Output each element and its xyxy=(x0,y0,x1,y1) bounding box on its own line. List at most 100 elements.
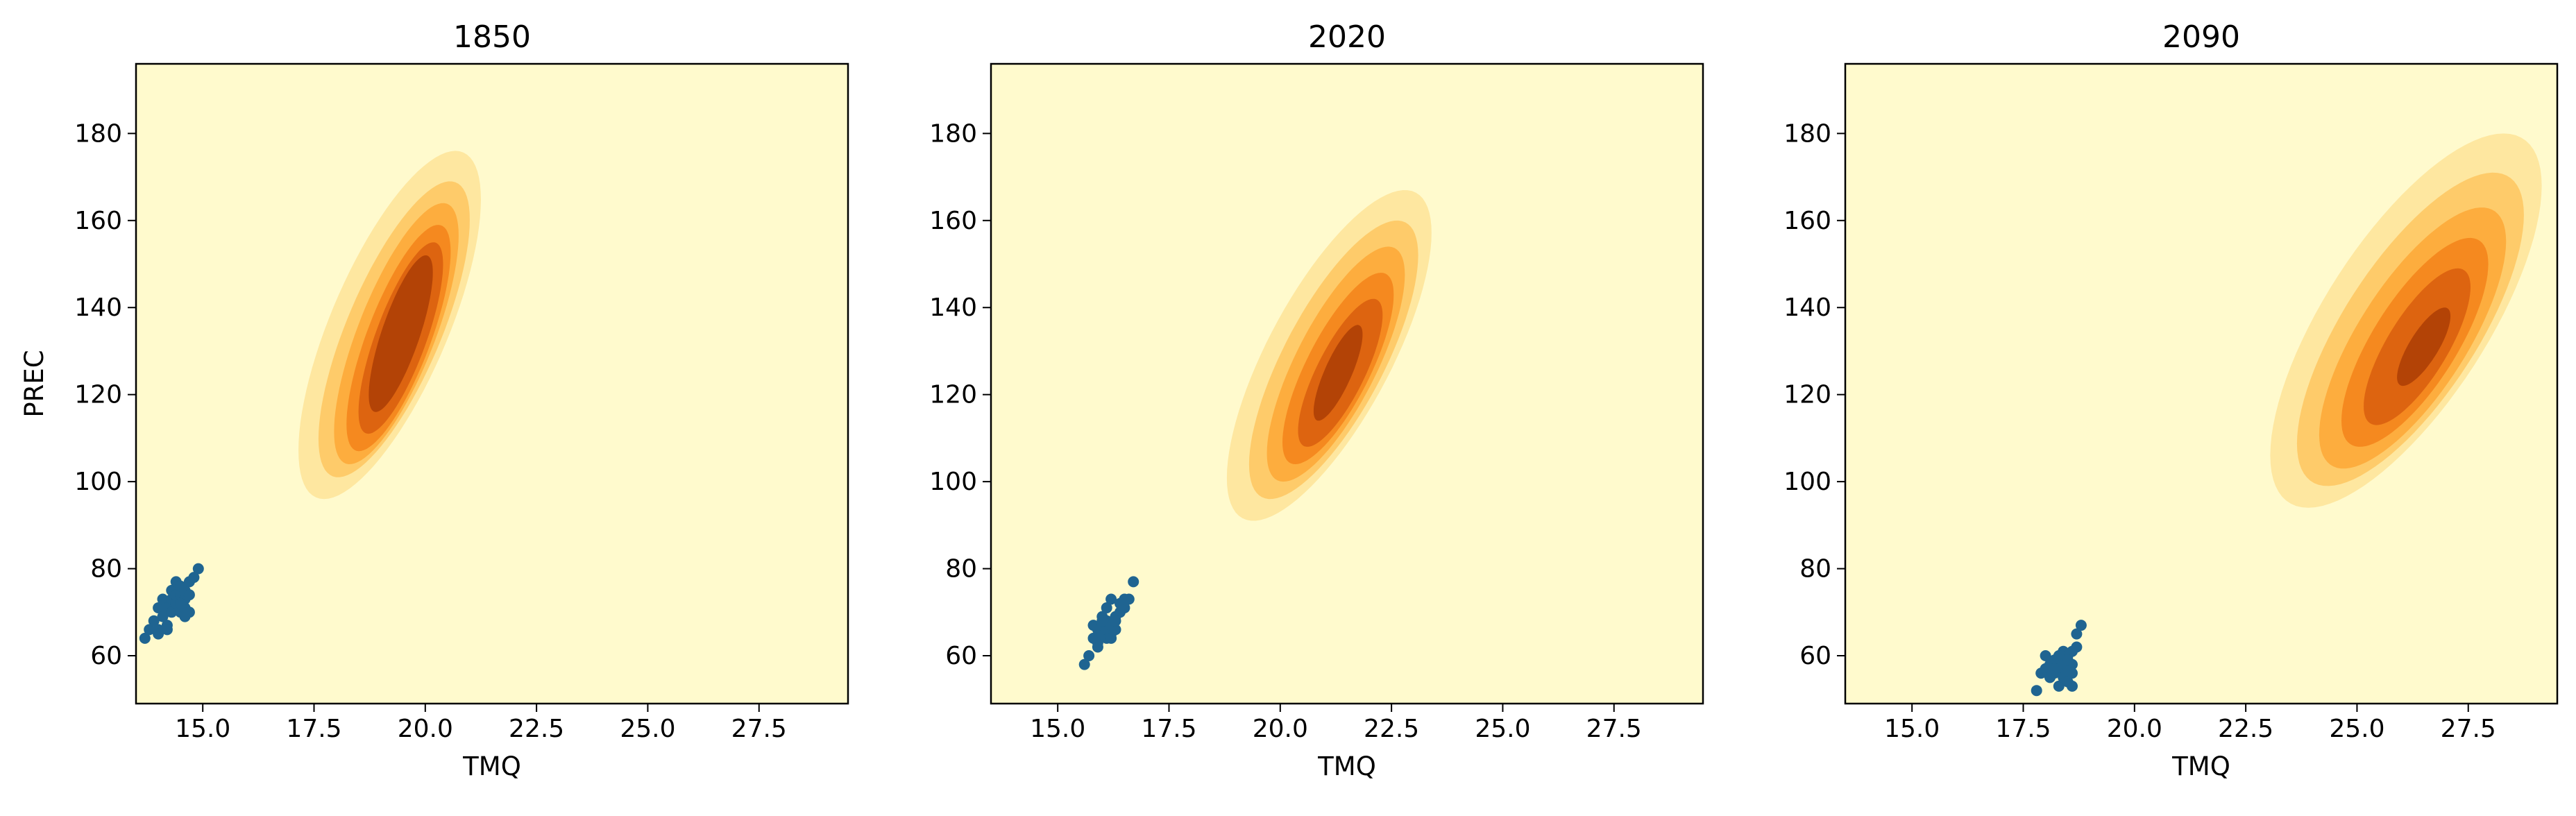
x-tick-label: 17.5 xyxy=(1995,715,2051,743)
y-tick-label: 140 xyxy=(1783,294,1831,322)
data-point xyxy=(1110,615,1121,627)
data-point xyxy=(157,611,169,622)
data-point xyxy=(1123,593,1135,605)
y-tick-label: 60 xyxy=(945,642,977,670)
y-tick-label: 100 xyxy=(929,468,977,496)
data-point xyxy=(157,593,169,605)
data-point xyxy=(1128,576,1139,588)
chart-title: 2020 xyxy=(1308,19,1386,55)
y-tick-label: 60 xyxy=(90,642,122,670)
data-point xyxy=(153,628,164,640)
y-tick-label: 120 xyxy=(929,381,977,409)
y-tick-label: 160 xyxy=(1783,207,1831,235)
axes-frame xyxy=(990,62,1704,705)
x-tick-label: 27.5 xyxy=(1586,715,1642,743)
x-tick-label: 15.0 xyxy=(1884,715,1940,743)
y-tick-label: 180 xyxy=(929,119,977,148)
plot-background xyxy=(136,64,848,704)
x-tick-label: 22.5 xyxy=(2218,715,2273,743)
data-point xyxy=(161,624,173,636)
scatter-points xyxy=(1078,576,1139,670)
x-tick-label: 27.5 xyxy=(2441,715,2496,743)
kde-level-6 xyxy=(1313,325,1363,421)
chart-panel-2020: 15.0 17.5 20.0 22.5 25.0 27.5 60 80 100 120 140 160… xyxy=(929,19,1704,781)
data-point xyxy=(188,572,200,584)
y-tick-label: 180 xyxy=(1783,119,1831,148)
y-tick-label: 140 xyxy=(74,294,122,322)
data-point xyxy=(175,597,187,609)
data-point xyxy=(1101,602,1112,613)
data-point xyxy=(179,611,191,622)
data-point xyxy=(1096,615,1108,627)
x-tick-label: 25.0 xyxy=(1475,715,1530,743)
data-point xyxy=(144,624,155,636)
axes-frame xyxy=(1844,62,2559,705)
chart-panel-2090: 15.0 17.5 20.0 22.5 25.0 27.5 60 80 100 120 140 160… xyxy=(1783,19,2559,781)
y-tick-label: 80 xyxy=(1799,555,1831,584)
data-point xyxy=(1110,624,1121,636)
data-point xyxy=(2053,680,2065,692)
data-point xyxy=(1105,632,1117,644)
kde-level-6 xyxy=(368,255,433,412)
data-point xyxy=(2067,680,2078,692)
x-tick-label: 20.0 xyxy=(2107,715,2162,743)
y-tick-label: 140 xyxy=(929,294,977,322)
chart-title: 1850 xyxy=(453,19,531,55)
y-axis-label: PREC xyxy=(19,350,49,417)
x-tick-label: 27.5 xyxy=(731,715,787,743)
data-point xyxy=(2067,668,2078,679)
data-point xyxy=(1092,641,1103,653)
data-point xyxy=(1119,602,1130,613)
y-tick-label: 60 xyxy=(1799,642,1831,670)
data-point xyxy=(1078,658,1090,670)
data-point xyxy=(1083,650,1095,661)
y-tick-label: 100 xyxy=(74,468,122,496)
x-tick-label: 20.0 xyxy=(398,715,453,743)
data-point xyxy=(2062,654,2074,666)
data-point xyxy=(148,615,160,627)
kde-level-6 xyxy=(2397,307,2451,386)
data-point xyxy=(2031,685,2042,697)
data-point xyxy=(2049,663,2060,674)
kde-contours xyxy=(1226,190,1432,521)
data-point xyxy=(2040,650,2051,661)
y-tick-label: 180 xyxy=(74,119,122,148)
chart-title: 2090 xyxy=(2162,19,2240,55)
kde-contours xyxy=(2270,133,2542,508)
kde-contours xyxy=(298,151,481,500)
x-tick-label: 17.5 xyxy=(286,715,341,743)
x-tick-label: 25.0 xyxy=(620,715,675,743)
y-tick-label: 100 xyxy=(1783,468,1831,496)
data-point xyxy=(153,602,164,613)
data-point xyxy=(2075,620,2087,631)
y-tick-label: 160 xyxy=(74,207,122,235)
scatter-points xyxy=(2031,620,2087,697)
x-tick-label: 20.0 xyxy=(1253,715,1308,743)
x-axis-label: TMQ xyxy=(462,751,521,781)
data-point xyxy=(183,589,195,601)
y-tick-label: 120 xyxy=(74,381,122,409)
x-tick-label: 15.0 xyxy=(175,715,230,743)
data-point xyxy=(2071,628,2083,640)
x-axis-label: TMQ xyxy=(1317,751,1376,781)
x-tick-label: 25.0 xyxy=(2329,715,2384,743)
y-tick-label: 80 xyxy=(945,555,977,584)
data-point xyxy=(166,606,178,618)
y-tick-label: 120 xyxy=(1783,381,1831,409)
x-tick-label: 22.5 xyxy=(1364,715,1419,743)
x-tick-label: 15.0 xyxy=(1030,715,1085,743)
x-axis-label: TMQ xyxy=(2171,751,2230,781)
data-point xyxy=(139,632,151,644)
data-point xyxy=(192,563,204,575)
axes-frame xyxy=(135,62,849,705)
x-tick-label: 17.5 xyxy=(1141,715,1196,743)
data-point xyxy=(1105,593,1117,605)
y-tick-label: 80 xyxy=(90,555,122,584)
chart-panel-1850: 15.0 17.5 20.0 22.5 25.0 27.5 60 80 100 120 140 160… xyxy=(19,19,849,781)
x-tick-label: 22.5 xyxy=(509,715,564,743)
y-tick-label: 160 xyxy=(929,207,977,235)
data-point xyxy=(2053,650,2065,661)
scatter-points xyxy=(139,563,204,644)
